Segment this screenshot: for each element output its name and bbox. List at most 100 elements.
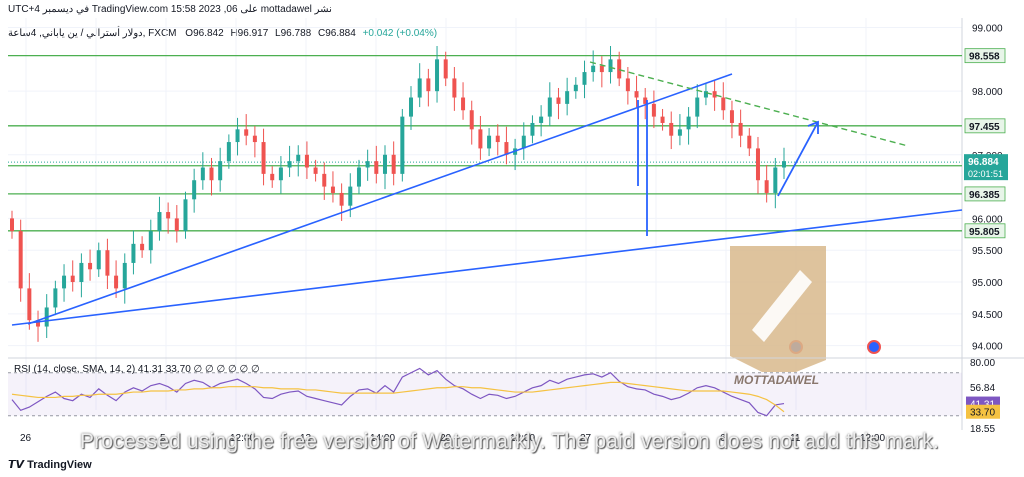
last-price-label: 96.884	[968, 157, 999, 168]
candle-body	[70, 275, 75, 283]
candle-body	[391, 154, 396, 174]
candle-body	[287, 161, 292, 168]
rsi-label: RSI (14, close, SMA, 14, 2) 41.31 33.70 …	[14, 364, 260, 375]
candle-body	[521, 135, 526, 149]
candle-body	[426, 78, 431, 92]
candle-body	[226, 142, 231, 162]
candle-body	[365, 161, 370, 168]
logo-arrow	[752, 270, 812, 342]
price-tick-label: 94.500	[972, 310, 1003, 321]
candle-body	[270, 173, 275, 181]
rsi-tick-label: 18.55	[970, 424, 995, 435]
candle-body	[200, 167, 205, 181]
time-tick-label: 5	[160, 433, 166, 444]
rsi-ma-box	[966, 404, 1000, 419]
price-tick-label: 95.000	[972, 278, 1003, 289]
candle-body	[461, 97, 466, 111]
candle-body	[296, 154, 301, 162]
candle-body	[122, 262, 127, 289]
candle-body	[599, 65, 604, 73]
projection-arrow	[777, 121, 819, 197]
candle-body	[469, 110, 474, 130]
candle-body	[634, 91, 639, 98]
candle-body	[218, 161, 223, 181]
candle-body	[729, 110, 734, 123]
time-tick-label: 12:00	[510, 433, 535, 444]
candle-body	[565, 91, 570, 104]
candle-body	[617, 59, 622, 79]
symbol-name: دولار أسترالي / ين ياباني, 4ساعة, FXCM	[8, 28, 177, 39]
rsi-tick-label: 80.00	[970, 358, 995, 369]
trendline-rising	[27, 73, 733, 325]
ohlc-open: O96.842	[185, 28, 224, 39]
publish-line: نشر mottadawel على TradingView.com 15:58…	[8, 4, 332, 15]
candle-body	[304, 154, 309, 168]
candle-body	[539, 116, 544, 123]
candle-body	[27, 288, 32, 321]
candle-body	[409, 97, 414, 117]
candle-body	[755, 148, 760, 181]
support-resistance-levels: 98.55897.45596.82796.38595.80596.88402:0…	[8, 48, 1008, 239]
rsi-band	[8, 372, 962, 416]
candle-body	[582, 72, 587, 85]
candle-body	[695, 97, 700, 117]
tradingview-brand: 𝙏𝙑 TradingView	[8, 458, 92, 471]
price-tick-label: 96.000	[972, 214, 1003, 225]
price-tick-label: 99.000	[972, 24, 1003, 35]
candle-body	[322, 173, 327, 187]
price-tick-label: 94.000	[972, 342, 1003, 353]
ohlc-low: L96.788	[275, 28, 312, 39]
level-label-box	[964, 223, 1006, 239]
candle-body	[435, 59, 440, 92]
candle-body	[547, 97, 552, 117]
candle-body	[782, 161, 786, 168]
candle-body	[417, 78, 422, 98]
candle-body	[235, 129, 240, 143]
candle-body	[651, 103, 656, 117]
price-tick-label: 95.500	[972, 246, 1003, 257]
candle-body	[313, 167, 318, 174]
candle-body	[703, 91, 708, 98]
rsi-tick-label: 33.70	[970, 408, 995, 419]
candle-body	[174, 218, 179, 232]
time-tick-label: 12:00	[230, 433, 255, 444]
candle-body	[504, 142, 509, 155]
logo-text: MOTTADAWEL	[734, 373, 819, 387]
candle-body	[530, 122, 535, 136]
level-label: 96.385	[969, 190, 1000, 201]
time-tick-label: 14:00	[370, 433, 395, 444]
rsi-line	[11, 367, 785, 417]
candle-body	[382, 154, 387, 174]
level-label-box	[964, 186, 1006, 202]
time-tick-label: 11	[790, 433, 801, 444]
level-label: 95.805	[969, 227, 1000, 238]
candle-body	[53, 288, 58, 308]
candle-body	[643, 97, 648, 104]
arrow-head	[807, 120, 819, 134]
candle-body	[114, 275, 119, 289]
candle-body	[721, 97, 726, 111]
candle-body	[625, 78, 630, 92]
trendline-dashed	[589, 61, 909, 147]
candle-body	[573, 84, 578, 92]
candle-body	[157, 212, 162, 232]
time-tick-label: 12:00	[860, 433, 885, 444]
candle-body	[192, 180, 197, 200]
level-label: 98.558	[969, 52, 1000, 63]
candle-body	[478, 129, 483, 149]
trend-drawings	[11, 61, 963, 354]
candlesticks	[10, 45, 786, 342]
candle-body	[105, 250, 110, 276]
candle-body	[443, 59, 448, 79]
level-label-box	[964, 118, 1006, 134]
candle-body	[140, 243, 145, 251]
candle-body	[556, 97, 561, 104]
candle-body	[773, 167, 778, 193]
last-price-box	[964, 154, 1008, 181]
time-axis: 26 5 12:00 12 14:00 20 12:00 27 6 11 12:00	[20, 433, 885, 444]
time-tick-label: 27	[580, 433, 592, 444]
candle-body	[339, 192, 344, 206]
price-tick-label: 98.000	[972, 87, 1003, 98]
candle-body	[452, 78, 457, 98]
